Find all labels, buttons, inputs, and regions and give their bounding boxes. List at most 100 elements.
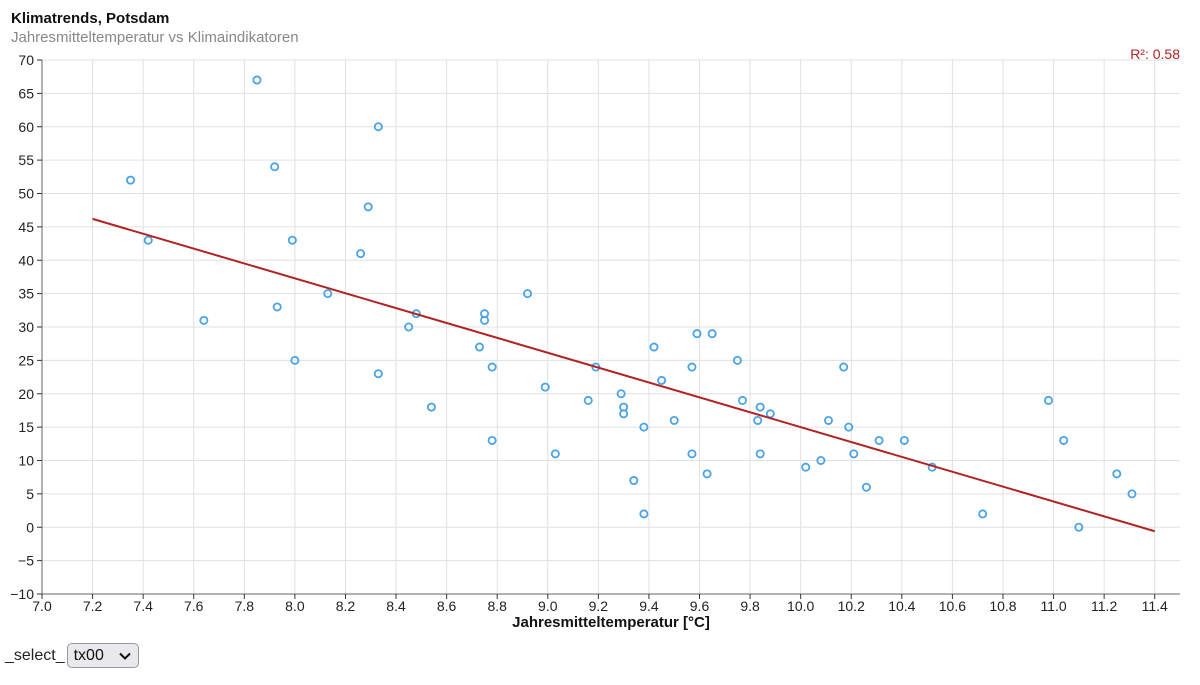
- data-point: [252, 75, 262, 85]
- data-point: [487, 435, 497, 445]
- x-tick-label: 10.0: [787, 598, 814, 614]
- x-tick-label: 9.8: [740, 598, 760, 614]
- x-tick-label: 10.6: [939, 598, 966, 614]
- x-tick-label: 8.4: [386, 598, 406, 614]
- data-point: [619, 409, 629, 419]
- chart-subtitle: Jahresmitteltemperatur vs Klimaindikator…: [11, 29, 299, 46]
- data-point: [687, 449, 697, 459]
- x-tick-label: 11.2: [1091, 598, 1117, 614]
- x-tick-label: 9.0: [538, 598, 558, 614]
- y-tick-label: 5: [26, 486, 34, 502]
- chevron-down-icon: [118, 652, 131, 660]
- data-point: [404, 322, 414, 332]
- data-point: [426, 402, 436, 412]
- data-point: [583, 395, 593, 405]
- data-point: [487, 362, 497, 372]
- x-axis-ticks: 7.0 7.2 7.4 7.6 7.8 8.0 8.2 8.4 8.6 8.8 9.0 9.2 9.4 9…: [32, 594, 1168, 614]
- y-tick-label: −10: [10, 586, 34, 602]
- data-point: [755, 449, 765, 459]
- r2-label: R²: 0.58: [1130, 46, 1180, 62]
- x-tick-label: 7.0: [32, 598, 52, 614]
- y-tick-label: 20: [18, 386, 34, 402]
- data-point: [755, 402, 765, 412]
- data-point: [363, 202, 373, 212]
- x-tick-label: 10.2: [838, 598, 865, 614]
- x-tick-label: 9.2: [589, 598, 609, 614]
- data-point: [669, 415, 679, 425]
- data-point: [692, 329, 702, 339]
- data-point: [474, 342, 484, 352]
- y-tick-label: 40: [18, 252, 34, 268]
- y-tick-label: 0: [26, 519, 34, 535]
- data-points: [126, 75, 1137, 532]
- data-point: [523, 289, 533, 299]
- controls: _select_ tx00: [5, 643, 139, 668]
- select-label: _select_: [5, 646, 65, 664]
- select-value: tx00: [73, 646, 104, 664]
- data-point: [874, 435, 884, 445]
- data-point: [639, 422, 649, 432]
- trendline-group: [92, 217, 1155, 533]
- x-tick-label: 7.8: [235, 598, 255, 614]
- data-point: [126, 175, 136, 185]
- y-tick-label: 60: [18, 119, 34, 135]
- x-tick-label: 7.4: [133, 598, 153, 614]
- data-point: [550, 449, 560, 459]
- x-tick-label: 9.4: [639, 598, 659, 614]
- data-point: [978, 509, 988, 519]
- grid-lines: [41, 59, 1180, 595]
- data-point: [629, 476, 639, 486]
- x-tick-label: 10.4: [888, 598, 915, 614]
- data-point: [899, 435, 909, 445]
- scatter-chart: 7.0 7.2 7.4 7.6 7.8 8.0 8.2 8.4 8.6 8.8 9.0 9.2 9.4 9…: [10, 46, 1180, 631]
- x-tick-label: 7.2: [83, 598, 103, 614]
- y-tick-label: −5: [18, 553, 34, 569]
- data-point: [1127, 489, 1137, 499]
- data-point: [823, 415, 833, 425]
- data-point: [639, 509, 649, 519]
- x-tick-label: 8.2: [336, 598, 356, 614]
- y-tick-label: 35: [18, 286, 34, 302]
- data-point: [373, 369, 383, 379]
- data-point: [707, 329, 717, 339]
- indicator-select[interactable]: tx00: [66, 643, 139, 668]
- x-tick-label: 8.8: [487, 598, 507, 614]
- data-point: [801, 462, 811, 472]
- data-point: [373, 122, 383, 132]
- x-tick-label: 11.4: [1142, 598, 1168, 614]
- data-point: [702, 469, 712, 479]
- data-point: [1043, 395, 1053, 405]
- x-tick-label: 8.0: [285, 598, 305, 614]
- x-axis-label: Jahresmitteltemperatur [°C]: [512, 614, 710, 631]
- y-tick-label: 10: [18, 453, 34, 469]
- data-point: [738, 395, 748, 405]
- data-point: [649, 342, 659, 352]
- data-point: [290, 355, 300, 365]
- y-tick-label: 65: [18, 85, 34, 101]
- data-point: [1112, 469, 1122, 479]
- data-point: [732, 355, 742, 365]
- data-point: [849, 449, 859, 459]
- data-point: [1059, 435, 1069, 445]
- y-tick-label: 55: [18, 152, 34, 168]
- data-point: [753, 415, 763, 425]
- data-point: [199, 315, 209, 325]
- x-tick-label: 8.6: [437, 598, 457, 614]
- data-point: [765, 409, 775, 419]
- trendline: [92, 217, 1155, 533]
- x-tick-label: 7.6: [184, 598, 204, 614]
- y-tick-label: 50: [18, 186, 34, 202]
- data-point: [1074, 522, 1084, 532]
- y-tick-label: 25: [18, 352, 34, 368]
- data-point: [616, 389, 626, 399]
- x-tick-label: 9.6: [690, 598, 710, 614]
- x-tick-label: 10.8: [989, 598, 1016, 614]
- y-tick-label: 30: [18, 319, 34, 335]
- chart-title: Klimatrends, Potsdam: [11, 10, 170, 27]
- data-point: [844, 422, 854, 432]
- data-point: [272, 302, 282, 312]
- data-point: [657, 375, 667, 385]
- data-point: [687, 362, 697, 372]
- data-point: [270, 162, 280, 172]
